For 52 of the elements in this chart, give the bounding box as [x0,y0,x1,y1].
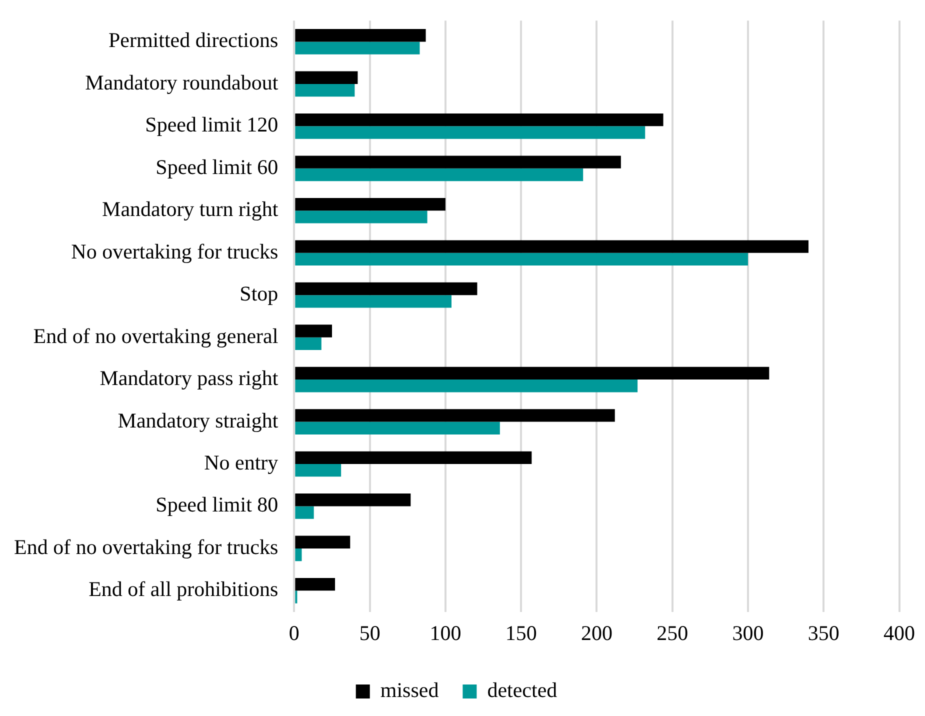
y-tick-label: Mandatory straight [118,408,278,432]
bar [295,578,336,591]
bar [295,42,420,54]
bar [295,210,428,224]
bar [295,366,770,380]
x-tick-label: 250 [656,620,688,645]
bar [295,156,621,168]
y-tick-label: Mandatory roundabout [85,70,278,94]
bar [295,548,302,562]
bar [295,380,638,392]
y-tick-label: Speed limit 80 [156,492,278,517]
x-tick-label: 350 [808,620,840,645]
bar [295,324,332,338]
legend-label: detected [487,678,558,702]
y-tick-label: Permitted directions [108,28,278,52]
y-tick-label: Mandatory pass right [100,366,278,390]
y-tick-label: No entry [204,450,279,475]
x-tick-label: 200 [580,620,612,645]
bar [295,84,355,97]
bar [295,536,350,548]
bar [295,494,411,506]
x-tick-label: 0 [288,620,300,645]
y-tick-label: Stop [240,282,278,306]
x-tick-label: 50 [359,620,380,645]
x-tick-label: 300 [732,620,764,645]
bar [295,29,426,42]
bar [295,126,646,139]
bar [295,295,452,308]
bar [295,240,808,253]
y-tick-label: End of no overtaking for trucks [14,534,278,559]
bar [295,451,532,464]
bar [295,337,322,350]
legend-label: missed [380,678,440,702]
bar [295,252,748,266]
bar [295,198,446,211]
x-tick-label: 400 [884,620,915,645]
bar [295,409,615,422]
bar [295,464,342,477]
y-tick-label: No overtaking for trucks [71,239,278,264]
bar [295,282,478,296]
bar [295,168,584,182]
y-tick-label: Speed limit 60 [156,154,278,179]
bar [295,71,358,84]
bar [295,506,314,519]
y-tick-label: Mandatory turn right [102,197,278,222]
bar [295,422,500,434]
x-tick-label: 100 [430,620,462,645]
y-tick-label: End of no overtaking general [33,324,278,348]
y-tick-label: Speed limit 120 [145,112,278,137]
bar [295,114,664,126]
x-tick-label: 150 [505,620,537,645]
y-tick-label: End of all prohibitions [88,577,278,602]
